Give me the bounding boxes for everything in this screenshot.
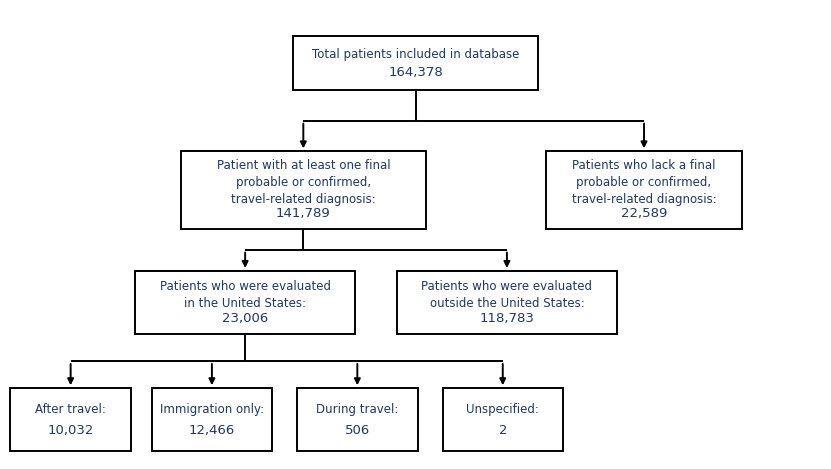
Text: After travel:: After travel: xyxy=(35,403,106,416)
Bar xyxy=(135,271,356,334)
Bar xyxy=(181,151,425,229)
Text: Patients who were evaluated
in the United States:: Patients who were evaluated in the Unite… xyxy=(160,280,331,310)
Text: Patients who lack a final
probable or confirmed,
travel-related diagnosis:: Patients who lack a final probable or co… xyxy=(572,159,716,206)
Text: 506: 506 xyxy=(345,424,370,437)
Text: 10,032: 10,032 xyxy=(47,424,94,437)
Bar xyxy=(547,151,741,229)
Text: 118,783: 118,783 xyxy=(479,312,534,325)
Bar xyxy=(442,388,563,451)
Text: 23,006: 23,006 xyxy=(222,312,268,325)
Text: Patient with at least one final
probable or confirmed,
travel-related diagnosis:: Patient with at least one final probable… xyxy=(217,159,390,206)
Text: Immigration only:: Immigration only: xyxy=(160,403,264,416)
Text: Patients who were evaluated
outside the United States:: Patients who were evaluated outside the … xyxy=(421,280,593,310)
Text: 22,589: 22,589 xyxy=(621,207,667,219)
Text: Unspecified:: Unspecified: xyxy=(466,403,539,416)
Text: 164,378: 164,378 xyxy=(388,66,443,79)
Text: During travel:: During travel: xyxy=(316,403,399,416)
Bar xyxy=(397,271,617,334)
Bar xyxy=(293,37,538,91)
Text: Total patients included in database: Total patients included in database xyxy=(312,48,519,61)
Bar xyxy=(151,388,273,451)
Text: 12,466: 12,466 xyxy=(189,424,235,437)
Text: 2: 2 xyxy=(499,424,507,437)
Text: 141,789: 141,789 xyxy=(276,207,331,219)
Bar xyxy=(11,388,131,451)
Bar xyxy=(297,388,417,451)
